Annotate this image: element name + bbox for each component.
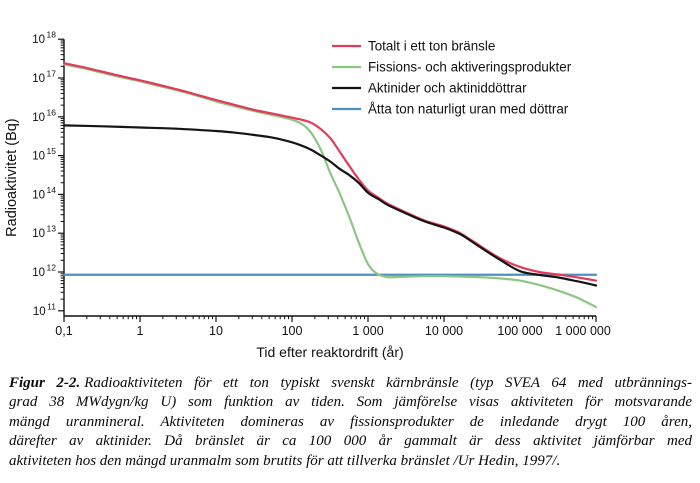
series-line-2	[62, 124, 598, 287]
legend: Totalt i ett ton bränsle Fissions- och ak…	[332, 39, 572, 117]
x-tick-label: 1 000 000	[555, 324, 611, 338]
y-tick-label: 10 11	[33, 301, 56, 318]
x-tick-label: 100 000	[497, 324, 542, 338]
y-axis-title: Radioaktivitet (Bq)	[4, 118, 20, 236]
x-tick-label: 0,1	[55, 324, 72, 338]
x-axis-title: Tid efter reaktordrift (år)	[256, 344, 403, 360]
caption-text: Radioaktiviteten för ett ton typiskt sve…	[84, 375, 692, 391]
y-tick-label: 10 15	[32, 146, 56, 163]
x-tick-label: 10 000	[425, 324, 463, 338]
legend-label: Aktinider och aktiniddöttrar	[368, 81, 527, 96]
x-tick-label: 1 000	[352, 324, 383, 338]
y-tick-label: 10 12	[32, 263, 56, 280]
caption-line: grad 38 MWdygn/kg U) som funktion av tid…	[9, 394, 692, 411]
y-tick-label: 10 17	[32, 69, 56, 86]
caption-line: mängd uranmineral. Aktiviteten domineras…	[9, 413, 692, 430]
figure-caption: Figur 2-2. Radioaktiviteten för ett ton t…	[9, 374, 692, 471]
caption-label: Figur 2-2.	[9, 375, 81, 391]
x-tick-label: 100	[282, 324, 303, 338]
legend-label: Åtta ton naturligt uran med döttrar	[368, 102, 569, 117]
y-tick-label: 10 18	[32, 30, 56, 47]
caption-line: aktiviteten hos den mängd uranmalm som b…	[9, 452, 561, 469]
caption-line: därefter av aktinider. Då bränslet är ca…	[9, 433, 692, 450]
x-tick-label: 10	[209, 324, 223, 338]
y-tick-label: 10 14	[32, 185, 56, 202]
y-tick-label: 10 16	[32, 107, 56, 124]
radioactivity-chart: 0,1 1 10 100 1 000 10 000 100 000 1 000 000 10 18…	[4, 30, 611, 360]
y-tick-label: 10 13	[32, 224, 56, 241]
legend-label: Totalt i ett ton bränsle	[368, 39, 495, 54]
legend-label: Fissions- och aktiveringsprodukter	[368, 60, 572, 75]
x-tick-label: 1	[137, 324, 144, 338]
caption-line: Figur 2-2. Radioaktiviteten för ett ton t…	[9, 374, 692, 393]
